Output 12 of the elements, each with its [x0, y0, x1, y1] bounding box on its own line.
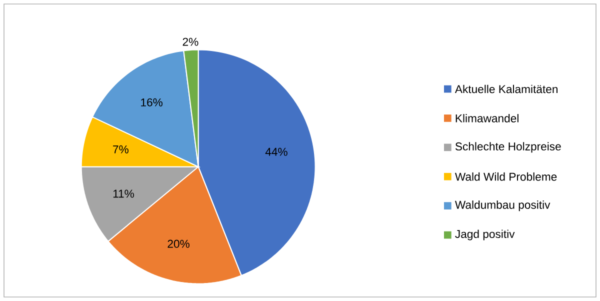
legend-label: Wald Wild Probleme [454, 172, 557, 181]
data-label: 44% [265, 148, 288, 156]
legend-label: Klimawandel [456, 114, 518, 122]
legend-label: Schlechte Holzpreise [455, 142, 561, 153]
legend-label: Aktuelle Kalamitäten [454, 84, 558, 94]
data-label: 16% [141, 98, 162, 106]
data-label: 20% [168, 240, 190, 248]
legend-label: Waldumbau positiv [454, 200, 550, 212]
legend-label: Jagd positiv [455, 230, 515, 240]
data-label: 7% [113, 145, 128, 154]
data-label: 2% [182, 38, 198, 46]
data-label: 11% [113, 190, 134, 198]
